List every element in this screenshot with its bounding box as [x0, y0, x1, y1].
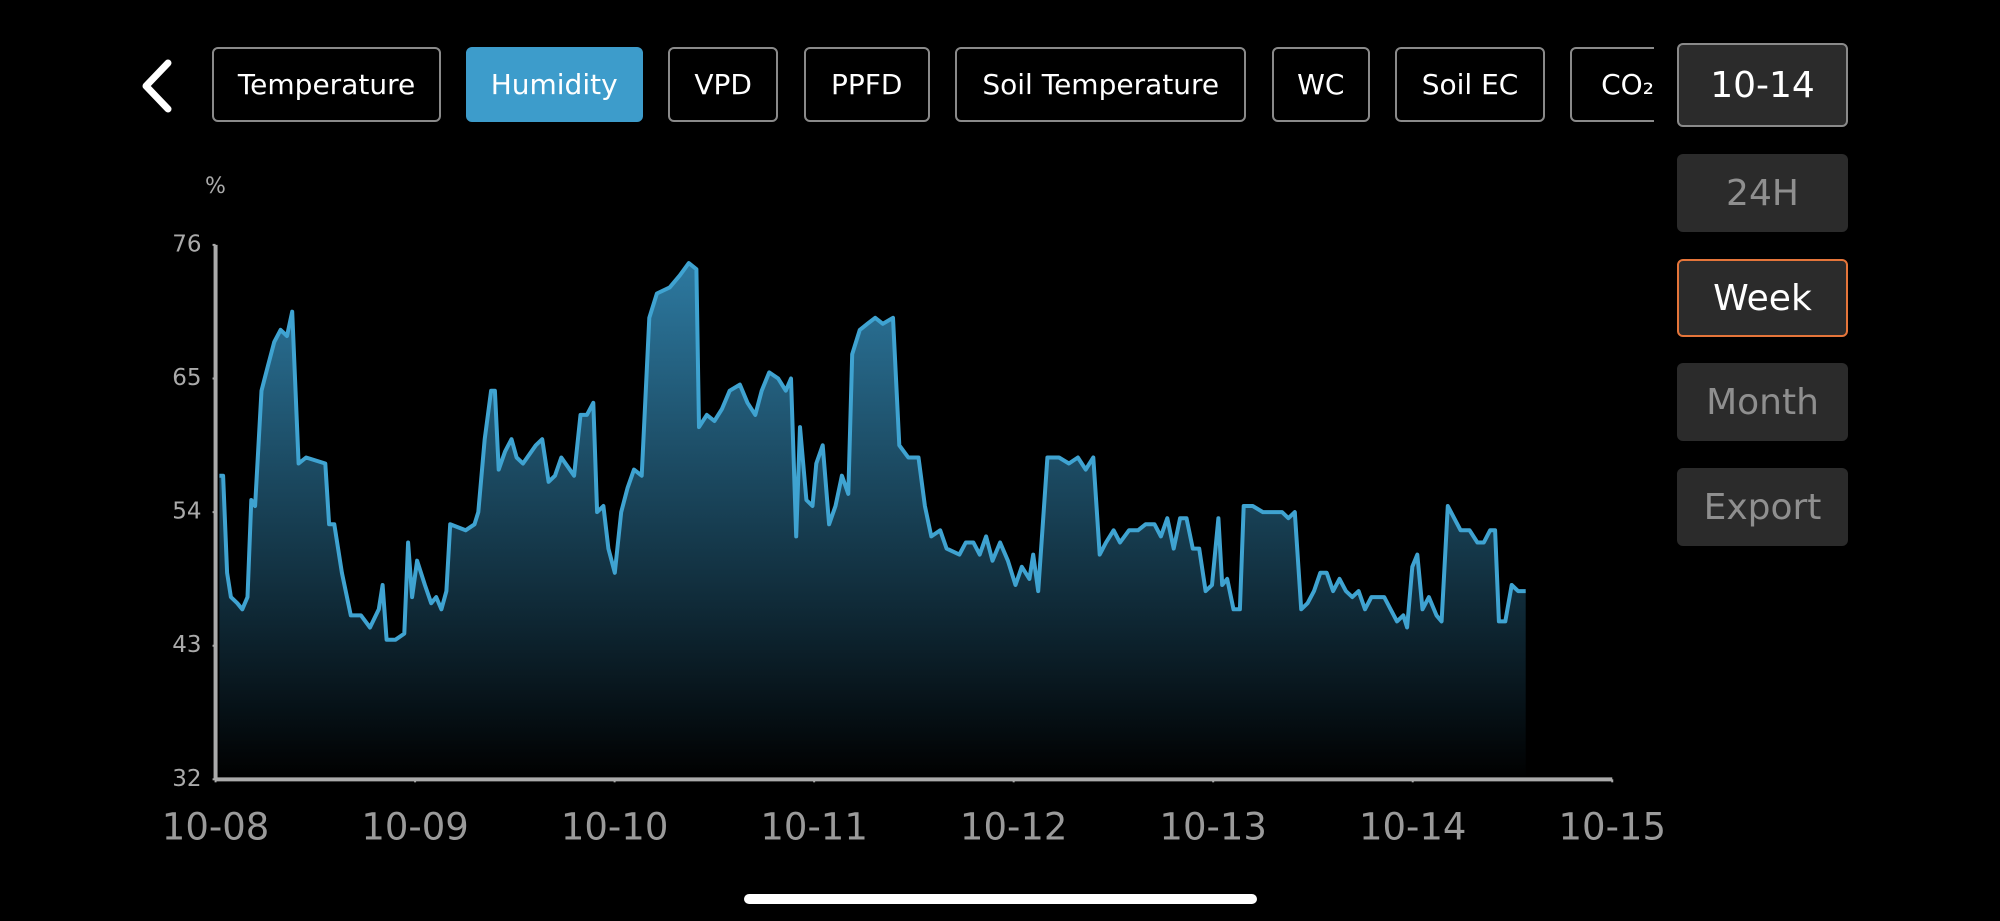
x-tick-label: 10-08: [162, 806, 270, 849]
tab[interactable]: PPFD: [803, 47, 930, 122]
tab[interactable]: Soil EC: [1395, 47, 1545, 122]
home-indicator: [744, 894, 1257, 904]
range-button[interactable]: 10-14: [1677, 43, 1848, 127]
tab[interactable]: Soil Temperature: [955, 47, 1247, 122]
tab[interactable]: CO₂: [1570, 47, 1654, 122]
y-tick-label: 32: [172, 766, 201, 792]
x-tick-label: 10-09: [361, 806, 469, 849]
y-tick-label: 54: [172, 499, 201, 525]
range-button[interactable]: Week: [1677, 259, 1848, 337]
x-tick-label: 10-12: [960, 806, 1068, 849]
range-button[interactable]: Month: [1677, 363, 1848, 441]
back-button[interactable]: [142, 59, 172, 113]
x-tick-label: 10-13: [1159, 806, 1267, 849]
range-button[interactable]: 24H: [1677, 154, 1848, 232]
y-unit: %: [205, 174, 226, 199]
area-fill: [219, 263, 1526, 780]
x-tick-label: 10-10: [561, 806, 669, 849]
y-tick-label: 76: [172, 231, 201, 257]
x-tick-label: 10-14: [1359, 806, 1467, 849]
y-tick-label: 65: [172, 365, 201, 391]
tab[interactable]: WC: [1271, 47, 1370, 122]
tab[interactable]: Temperature: [211, 47, 442, 122]
line: [219, 261, 1526, 642]
range-button[interactable]: Export: [1677, 468, 1848, 546]
y-tick-label: 43: [172, 632, 201, 658]
tab[interactable]: VPD: [668, 47, 779, 122]
tab[interactable]: Humidity: [465, 47, 643, 122]
tab-strip: Temperature Humidity VPD PPFD Soil Temperatu…: [0, 0, 1654, 130]
x-tick-label: 10-11: [760, 806, 868, 849]
x-tick-label: 10-15: [1558, 806, 1666, 849]
